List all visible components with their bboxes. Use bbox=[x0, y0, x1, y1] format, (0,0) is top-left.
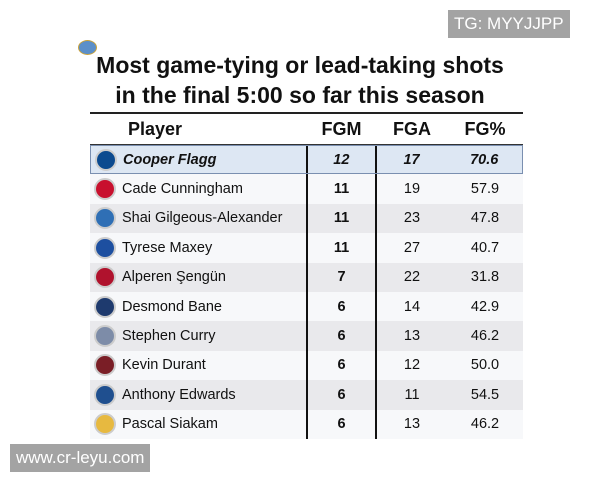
player-name: Pascal Siakam bbox=[122, 416, 218, 433]
player-name: Stephen Curry bbox=[122, 328, 216, 345]
fgm-cell: 6 bbox=[306, 350, 377, 381]
player-name: Kevin Durant bbox=[122, 357, 206, 374]
warriors-logo-icon bbox=[94, 325, 116, 348]
header-fgp: FG% bbox=[464, 118, 506, 139]
fga-cell: 11 bbox=[404, 386, 420, 403]
fgp-cell: 54.5 bbox=[470, 386, 500, 403]
fgm-cell: 6 bbox=[306, 380, 377, 410]
player-name: Desmond Bane bbox=[122, 298, 222, 315]
table-row: Cade Cunningham 11 19 57.9 bbox=[90, 174, 523, 204]
fgm-cell: 7 bbox=[306, 262, 377, 292]
title-line-1: Most game-tying or lead-taking shots bbox=[96, 52, 504, 78]
header-fgm: FGM bbox=[321, 118, 362, 139]
watermark-bottom: www.cr-leyu.com bbox=[10, 444, 151, 472]
table-header: Player FGM FGA FG% bbox=[90, 114, 523, 145]
magic-logo-icon bbox=[94, 295, 116, 318]
page-title: Most game-tying or lead-taking shots in … bbox=[60, 50, 540, 110]
fgp-cell: 47.8 bbox=[470, 210, 500, 227]
mavericks-logo-icon bbox=[95, 148, 117, 171]
rockets-logo-icon bbox=[94, 266, 116, 289]
player-name: Cooper Flagg bbox=[123, 151, 217, 168]
player-cell: Shai Gilgeous-Alexander bbox=[90, 207, 306, 230]
table-row: Anthony Edwards 6 11 54.5 bbox=[90, 380, 523, 410]
header-fga: FGA bbox=[393, 118, 431, 139]
pacers-logo-icon bbox=[94, 413, 116, 436]
stats-table: Player FGM FGA FG% Cooper Flagg 12 17 70… bbox=[90, 112, 523, 439]
player-cell: Tyrese Maxey bbox=[90, 236, 306, 259]
table-row: Kevin Durant 6 12 50.0 bbox=[90, 350, 523, 381]
player-cell: Desmond Bane bbox=[90, 295, 306, 318]
player-name: Tyrese Maxey bbox=[122, 239, 213, 256]
player-name: Shai Gilgeous-Alexander bbox=[122, 210, 283, 227]
fgm-cell: 11 bbox=[306, 174, 377, 204]
fgp-cell: 40.7 bbox=[470, 239, 500, 256]
fga-cell: 17 bbox=[403, 151, 420, 168]
fgm-cell: 6 bbox=[306, 321, 377, 351]
player-cell: Cade Cunningham bbox=[90, 178, 306, 201]
pistons-logo-icon bbox=[94, 178, 116, 201]
title-line-2: in the final 5:00 so far this season bbox=[115, 82, 485, 108]
table-row: Tyrese Maxey 11 27 40.7 bbox=[90, 233, 523, 263]
player-cell: Kevin Durant bbox=[90, 354, 306, 377]
fgp-cell: 50.0 bbox=[470, 357, 500, 374]
player-name: Alperen Şengün bbox=[122, 269, 226, 286]
fga-cell: 13 bbox=[403, 416, 421, 433]
fga-cell: 12 bbox=[403, 357, 421, 374]
fgp-cell: 46.2 bbox=[470, 416, 500, 433]
table-row: Shai Gilgeous-Alexander 11 23 47.8 bbox=[90, 203, 523, 234]
table-row: Alperen Şengün 7 22 31.8 bbox=[90, 262, 523, 292]
fgm-cell: 11 bbox=[306, 233, 377, 263]
fgp-cell: 57.9 bbox=[470, 181, 500, 198]
timberwolves-logo-icon bbox=[94, 383, 116, 406]
fgp-cell: 70.6 bbox=[470, 151, 499, 168]
table-row: Stephen Curry 6 13 46.2 bbox=[90, 321, 523, 351]
fga-cell: 19 bbox=[403, 181, 421, 198]
player-cell: Alperen Şengün bbox=[90, 266, 306, 289]
fgp-cell: 42.9 bbox=[470, 298, 500, 315]
76ers-logo-icon bbox=[94, 236, 116, 259]
publisher-logo-icon bbox=[78, 40, 97, 55]
player-name: Cade Cunningham bbox=[122, 181, 243, 198]
fga-cell: 14 bbox=[403, 298, 421, 315]
fgm-cell: 6 bbox=[306, 291, 377, 322]
player-cell: Pascal Siakam bbox=[90, 413, 306, 436]
rockets-logo-icon bbox=[94, 354, 116, 377]
fgm-cell: 6 bbox=[306, 409, 377, 439]
player-name: Anthony Edwards bbox=[122, 386, 236, 403]
table-row: Pascal Siakam 6 13 46.2 bbox=[90, 409, 523, 439]
fga-cell: 13 bbox=[403, 328, 421, 345]
table-top-rule bbox=[90, 112, 523, 114]
fga-cell: 27 bbox=[403, 239, 421, 256]
player-cell: Anthony Edwards bbox=[90, 383, 306, 406]
fga-cell: 23 bbox=[403, 210, 421, 227]
fgm-cell: 11 bbox=[306, 203, 377, 234]
header-player: Player bbox=[128, 118, 183, 139]
fga-cell: 22 bbox=[403, 269, 421, 286]
thunder-logo-icon bbox=[94, 207, 116, 230]
table-body: Cooper Flagg 12 17 70.6 Cade Cunningham … bbox=[90, 145, 523, 439]
fgp-cell: 46.2 bbox=[470, 328, 500, 345]
player-cell: Stephen Curry bbox=[90, 325, 306, 348]
fgp-cell: 31.8 bbox=[470, 269, 500, 286]
watermark-top: TG: MYYJJPP bbox=[448, 10, 570, 38]
player-cell: Cooper Flagg bbox=[91, 148, 306, 171]
fgm-cell: 12 bbox=[306, 146, 377, 174]
table-row: Cooper Flagg 12 17 70.6 bbox=[90, 145, 523, 175]
table-row: Desmond Bane 6 14 42.9 bbox=[90, 291, 523, 322]
